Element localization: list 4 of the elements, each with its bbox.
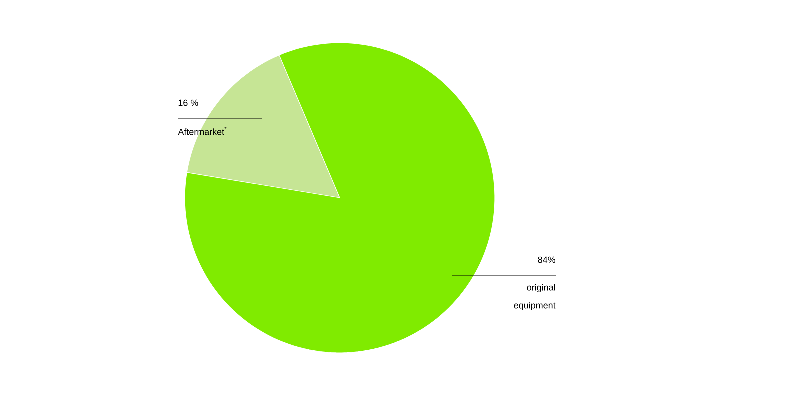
data-label: 84% [538, 256, 556, 264]
slice-label: original equipment [514, 284, 556, 310]
slice-label: Aftermarket$^{*}$ [178, 127, 227, 136]
data-label: 16 % [178, 100, 198, 106]
